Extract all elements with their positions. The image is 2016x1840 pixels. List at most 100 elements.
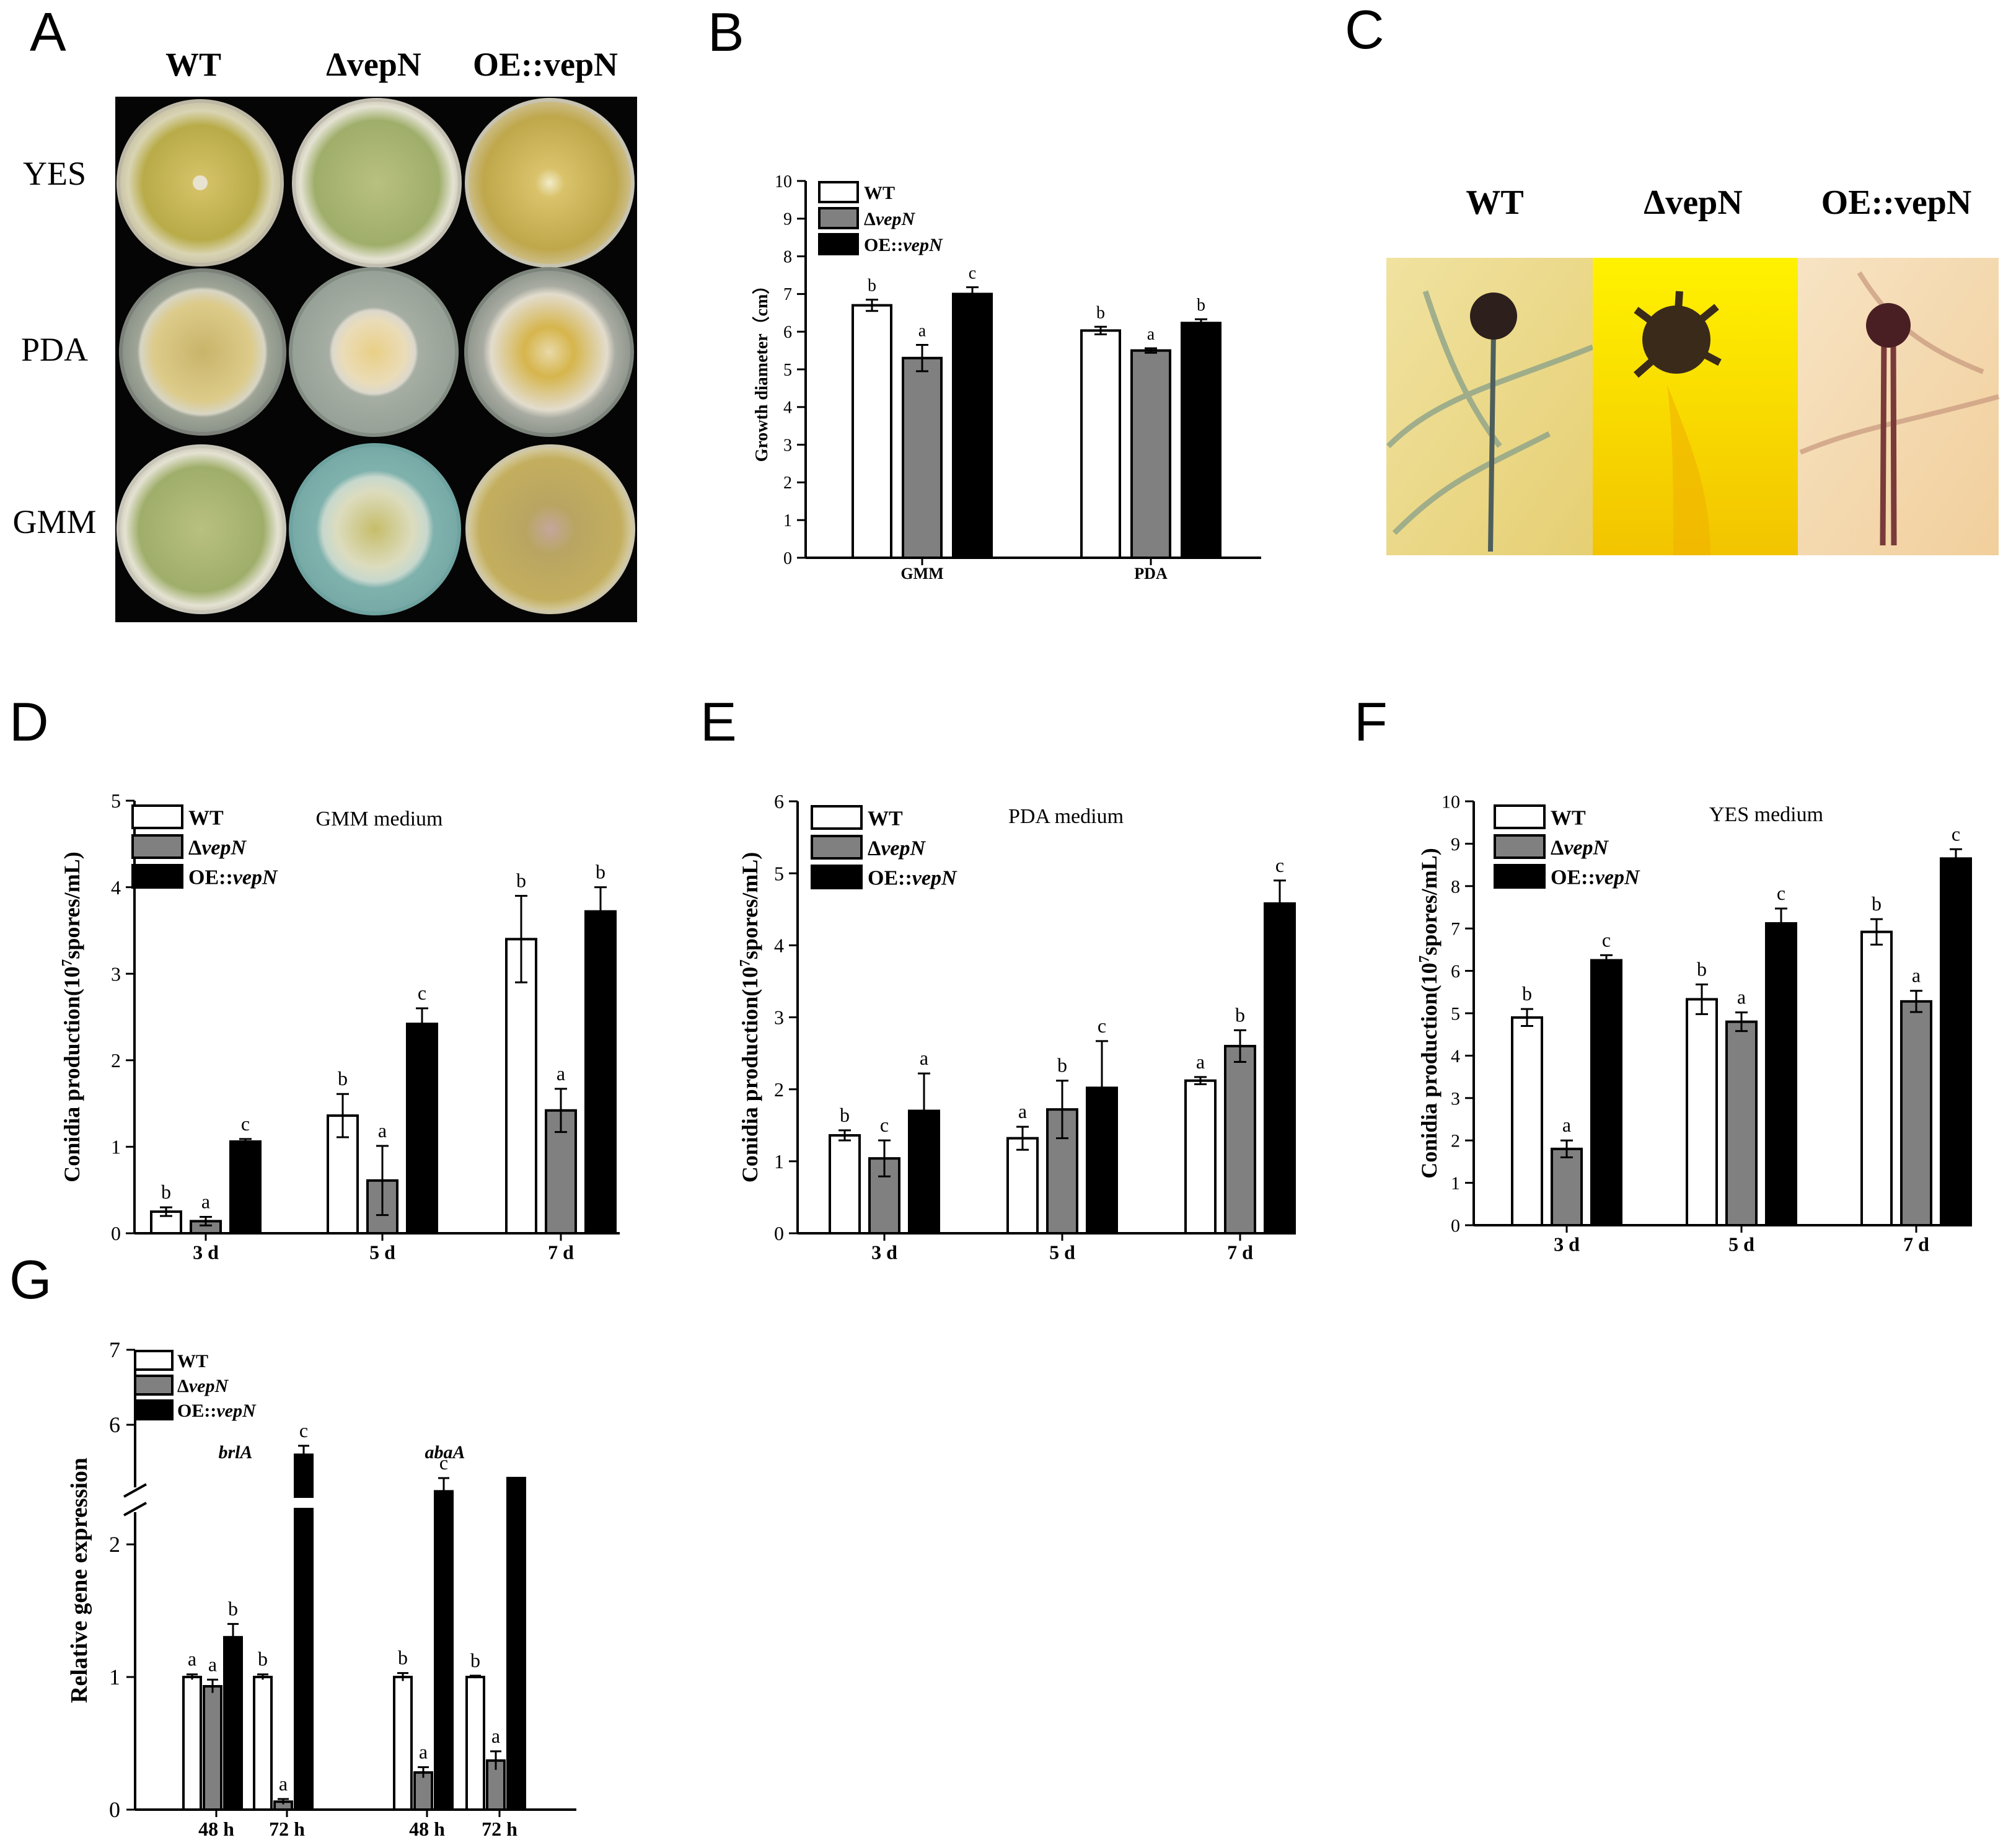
bar: [505, 938, 537, 1235]
significance-letter: a: [279, 1772, 288, 1795]
significance-letter: c: [299, 1419, 308, 1442]
legend-label: ΔvepN: [188, 837, 247, 860]
significance-letter: a: [188, 1648, 196, 1670]
legend-label: WT: [864, 183, 895, 203]
significance-letter: b: [398, 1647, 408, 1669]
significance-letter: b: [1697, 957, 1707, 980]
significance-letter: c: [1602, 928, 1611, 951]
legend-swatch: [1494, 834, 1546, 859]
chart-g: 0 1 2 6 7 Relative gene expression brlA abaA 48 …: [66, 1337, 576, 1840]
y-axis-label: Conidia production(107spores/mL): [737, 852, 762, 1182]
legend-label: ΔvepN: [864, 209, 915, 229]
bar: [294, 1508, 314, 1811]
y-tick-label: 6: [783, 323, 792, 342]
panel-a-header-wt: WT: [165, 46, 221, 83]
panel-a-row-labels: YES PDA GMM: [12, 155, 96, 540]
y-tick-label: 7: [109, 1337, 120, 1362]
y-tick-label: 1: [1451, 1173, 1460, 1194]
significance-letter: a: [1018, 1100, 1027, 1122]
y-tick-label: 9: [1451, 834, 1460, 855]
y-tick-label: 7: [783, 285, 792, 304]
panel-a-column-headers: WT ΔvepN OE::vepN: [165, 46, 618, 83]
y-tick-label: 3: [1451, 1088, 1460, 1109]
bar: [223, 1635, 243, 1811]
bar: [1130, 349, 1171, 559]
bar: [465, 1676, 485, 1811]
significance-letter: a: [378, 1119, 387, 1142]
y-tick-label: 2: [774, 1078, 784, 1101]
significance-letter: a: [419, 1741, 428, 1763]
micrograph-wt-hyphae: [1386, 290, 1594, 535]
legend-swatch: [1494, 864, 1546, 889]
chart-b: 0 1 2 3 4 5 6 7 8 9 10 Growth diameter（cm） GMM b a c PDA…: [751, 172, 1261, 583]
y-tick-label: 3: [111, 962, 121, 985]
bar: [852, 304, 892, 559]
bar: [1940, 857, 1972, 1226]
bar: [434, 1490, 454, 1811]
bar: [584, 910, 617, 1235]
micrograph-ko-hypha: [1667, 384, 1710, 555]
significance-letter: b: [596, 861, 605, 883]
significance-letter: c: [969, 263, 976, 283]
y-tick-label: 10: [1442, 792, 1460, 812]
bar: [253, 1676, 273, 1811]
legend-label: WT: [188, 807, 224, 830]
y-tick-label: 1: [109, 1665, 120, 1689]
significance-letter: b: [1522, 982, 1532, 1005]
chart-f: 0 1 2 3 4 5 6 7 8 9 10 Conidia production(107spores…: [1416, 792, 1972, 1256]
significance-letter: c: [880, 1114, 889, 1136]
panel-a-header-ko: ΔvepN: [326, 46, 421, 83]
significance-letter: c: [241, 1112, 250, 1135]
significance-letter: b: [1872, 892, 1882, 915]
x-tick-label: PDA: [1134, 565, 1168, 583]
significance-letter: a: [1196, 1050, 1205, 1073]
panel-a-plate-photo: [115, 97, 637, 622]
gene-label-brla: brlA: [218, 1442, 252, 1463]
x-tick-label: 5 d: [1728, 1233, 1754, 1256]
y-tick-label: 5: [783, 361, 792, 380]
significance-letter: b: [338, 1067, 348, 1089]
bar: [1264, 902, 1296, 1235]
legend-swatch: [811, 805, 863, 830]
significance-letter: c: [1777, 882, 1785, 904]
micrograph-wt-stalk: [1488, 331, 1496, 552]
legend-swatch: [811, 865, 863, 889]
plate-pda-oe: [464, 267, 634, 437]
legend-swatch: [131, 864, 183, 889]
y-tick-label: 4: [1451, 1046, 1460, 1067]
x-tick-label: 5 d: [1049, 1241, 1075, 1264]
significance-letter: a: [920, 1047, 928, 1069]
legend-swatch: [818, 207, 859, 229]
chart-title: YES medium: [1709, 803, 1823, 826]
y-axis-label: Conidia production(107spores/mL): [59, 852, 84, 1182]
bar: [203, 1684, 222, 1811]
y-tick-label: 2: [109, 1532, 120, 1557]
y-tick-label: 3: [774, 1006, 784, 1029]
y-tick-label: 6: [774, 790, 784, 812]
bar: [229, 1140, 262, 1235]
gene-label-abaa: abaA: [425, 1442, 465, 1463]
y-tick-label: 1: [783, 511, 792, 530]
x-tick-label: 3 d: [871, 1241, 897, 1264]
bar: [182, 1676, 202, 1811]
y-tick-label: 3: [783, 436, 792, 455]
bar: [393, 1676, 413, 1811]
bar: [952, 293, 993, 559]
y-tick-label: 7: [1451, 919, 1460, 940]
y-tick-label: 0: [1451, 1216, 1460, 1236]
y-tick-label: 10: [775, 172, 792, 191]
x-tick-label: 7 d: [1903, 1233, 1929, 1256]
y-tick-label: 4: [783, 398, 792, 418]
panel-c-micrographs: [1386, 258, 2000, 555]
plate-pda-ko: [289, 267, 459, 437]
significance-letter: b: [840, 1104, 850, 1126]
significance-letter: a: [1912, 964, 1921, 987]
bar: [1551, 1147, 1583, 1227]
legend-label: OE::vepN: [177, 1401, 257, 1421]
chart-d: 0 1 2 3 4 5 Conidia production(107spores/mL) GM…: [59, 790, 620, 1264]
micrograph-oe-stalk: [1880, 337, 1887, 546]
legend-swatch: [131, 804, 183, 829]
panel-c-column-headers: WT ΔvepN OE::vepN: [1466, 183, 1971, 222]
x-tick-label: 3 d: [1554, 1233, 1580, 1256]
legend-label: ΔvepN: [1551, 837, 1609, 860]
